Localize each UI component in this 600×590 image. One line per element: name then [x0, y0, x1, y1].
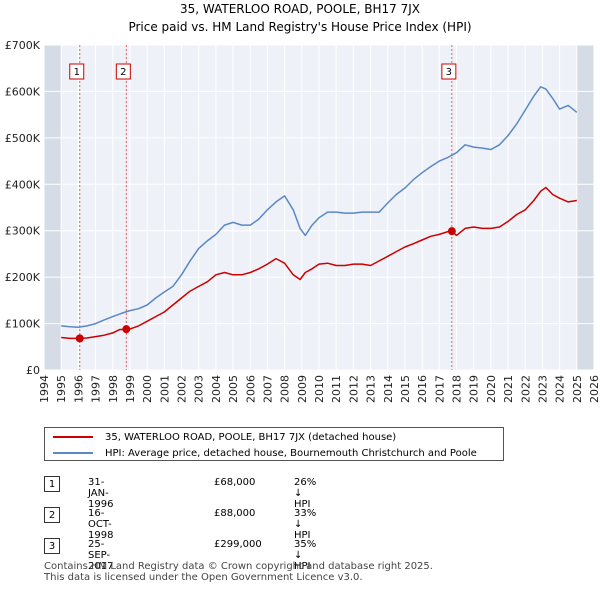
marker-label-box	[441, 63, 457, 80]
footer-copyright: Contains HM Land Registry data © Crown c…	[44, 561, 433, 572]
y-tick-label: £200K	[5, 271, 41, 284]
x-tick-label: 2015	[399, 375, 412, 403]
sale-point	[122, 325, 131, 334]
x-tick-label: 2026	[588, 375, 600, 403]
x-tick-label: 2007	[261, 375, 274, 403]
chart-title: 35, WATERLOO ROAD, POOLE, BH17 7JX	[179, 2, 420, 16]
x-tick-label: 2021	[502, 375, 515, 403]
marker-label: 1	[74, 67, 80, 78]
transaction-hpi-diff: 26% ↓ HPI	[294, 477, 317, 510]
x-tick-label: 2022	[519, 375, 532, 403]
y-tick-label: £600K	[5, 85, 41, 98]
transaction-price: £68,000	[214, 477, 256, 488]
series-line	[61, 186, 577, 340]
legend-swatch-hpi	[53, 452, 93, 454]
x-tick-label: 2019	[468, 375, 481, 403]
transaction-date: 25-SEP-2017	[88, 539, 114, 572]
x-tick-label: 2005	[227, 375, 240, 403]
marker-label-box	[115, 63, 131, 80]
x-tick-label: 2001	[158, 375, 171, 403]
y-tick-label: £700K	[5, 39, 41, 52]
y-tick-label: £500K	[5, 132, 41, 145]
shaded-region	[44, 45, 62, 370]
x-tick-label: 2024	[554, 375, 567, 403]
sale-point	[447, 227, 456, 236]
chart-legend: 35, WATERLOO ROAD, POOLE, BH17 7JX (deta…	[44, 427, 504, 461]
x-tick-label: 2017	[433, 375, 446, 403]
x-tick-label: 2023	[536, 375, 549, 403]
marker-label-box	[69, 63, 85, 80]
x-tick-label: 1995	[55, 375, 68, 403]
legend-label-hpi: HPI: Average price, detached house, Bour…	[105, 447, 477, 459]
x-tick-label: 2009	[296, 375, 309, 403]
transaction-badge: 1	[44, 476, 60, 492]
transaction-badge: 2	[44, 507, 60, 523]
transaction-hpi-diff: 35% ↓ HPI	[294, 539, 317, 572]
x-tick-label: 2016	[416, 375, 429, 403]
x-tick-label: 2014	[382, 375, 395, 403]
x-tick-label: 2011	[330, 375, 343, 403]
transaction-badge: 3	[44, 538, 60, 554]
y-tick-label: £0	[26, 364, 40, 377]
transaction-price: £299,000	[214, 539, 262, 550]
x-tick-label: 2004	[210, 375, 223, 403]
y-tick-label: £300K	[5, 225, 41, 238]
y-tick-label: £100K	[5, 318, 41, 331]
transaction-price: £88,000	[214, 508, 256, 519]
x-tick-label: 2003	[193, 375, 206, 403]
footer-licence: This data is licensed under the Open Gov…	[44, 572, 363, 583]
series-line	[61, 86, 578, 329]
legend-label-property: 35, WATERLOO ROAD, POOLE, BH17 7JX (deta…	[105, 431, 397, 443]
x-tick-label: 2006	[244, 375, 257, 403]
x-tick-label: 2012	[347, 375, 360, 403]
x-tick-label: 2025	[571, 375, 584, 403]
transaction-date: 16-OCT-1998	[88, 508, 114, 541]
legend-item-hpi: HPI: Average price, detached house, Bour…	[53, 446, 477, 460]
y-tick-label: £400K	[5, 178, 41, 191]
legend-swatch-property	[53, 436, 93, 438]
x-tick-label: 2008	[279, 375, 292, 403]
x-tick-label: 2010	[313, 375, 326, 403]
x-tick-label: 1996	[72, 375, 85, 403]
x-tick-label: 1999	[124, 375, 137, 403]
x-tick-label: 1997	[90, 375, 103, 403]
legend-item-property: 35, WATERLOO ROAD, POOLE, BH17 7JX (deta…	[53, 430, 396, 444]
shaded-region	[576, 45, 594, 370]
chart-subtitle: Price paid vs. HM Land Registry's House …	[128, 20, 472, 34]
x-tick-label: 1994	[38, 375, 51, 403]
sale-point	[75, 334, 84, 343]
transaction-date: 31-JAN-1996	[88, 477, 114, 510]
x-tick-label: 1998	[107, 375, 120, 403]
transaction-hpi-diff: 33% ↓ HPI	[294, 508, 317, 541]
x-tick-label: 2020	[485, 375, 498, 403]
x-tick-label: 2018	[451, 375, 464, 403]
x-tick-label: 2013	[365, 375, 378, 403]
marker-label: 2	[120, 67, 126, 78]
marker-label: 3	[446, 67, 452, 78]
x-tick-label: 2000	[141, 375, 154, 403]
price-chart: £0 £100K £200K £300K £400K £500K £600K £700K 199…	[5, 39, 600, 403]
x-tick-label: 2002	[176, 375, 189, 403]
